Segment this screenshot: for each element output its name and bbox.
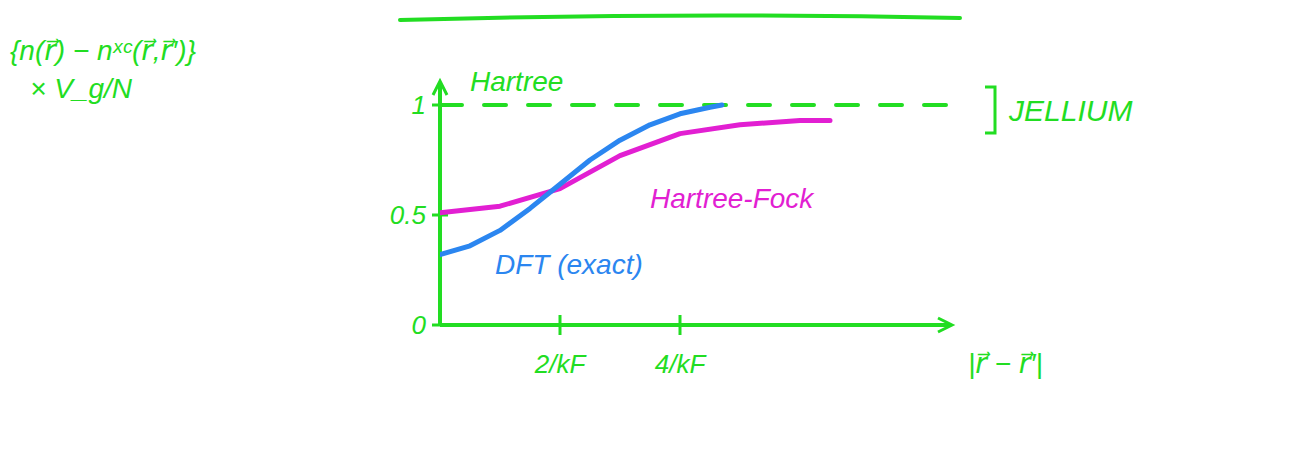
top-rule (400, 15, 960, 20)
x-tick-label: 4/kF (655, 349, 708, 379)
y-axis-title: {n(r⃗) − nˣᶜ(r⃗,r⃗′)} × V_g/N (10, 35, 196, 104)
series-label: Hartree (470, 66, 563, 97)
x-axis (440, 323, 950, 327)
x-tick-label: 2/kF (534, 349, 588, 379)
plot-area (440, 105, 950, 255)
series-line (440, 103, 950, 107)
annotation: JELLIUM (1008, 94, 1132, 127)
series-label: DFT (exact) (495, 249, 643, 280)
y-tick-label: 1 (412, 90, 426, 120)
bracket (985, 87, 995, 133)
series-line (440, 105, 722, 255)
x-tick (679, 315, 682, 335)
y-axis (438, 83, 442, 325)
y-tick-label: 0 (412, 310, 427, 340)
chart: 0 0.5 1 2/kF 4/kF |r⃗ − r⃗′| {n(r⃗) − nˣᶜ(r⃗,r… (0, 0, 1301, 449)
y-tick (432, 324, 448, 327)
y-axis-title-line: × V_g/N (30, 73, 133, 104)
x-arrow (938, 318, 952, 332)
series-label: Hartree-Fock (650, 183, 815, 214)
y-tick-label: 0.5 (390, 200, 427, 230)
y-arrow (433, 81, 447, 95)
x-tick (559, 315, 562, 335)
y-axis-title-line: {n(r⃗) − nˣᶜ(r⃗,r⃗′)} (10, 35, 196, 66)
x-axis-title: |r⃗ − r⃗′| (968, 348, 1043, 379)
